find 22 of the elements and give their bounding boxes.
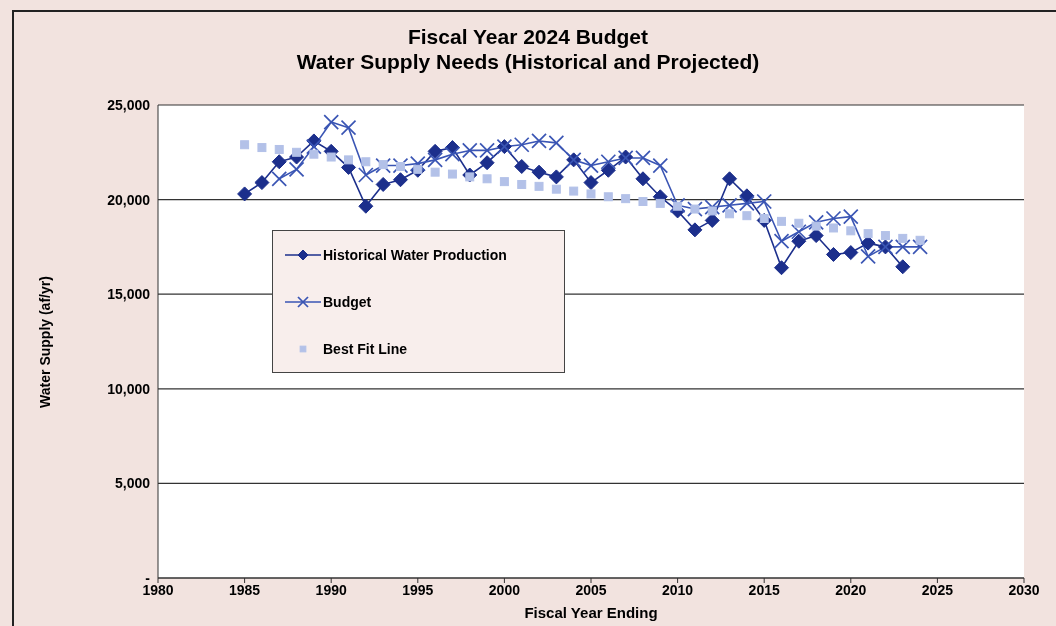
x-tick-label: 2025 [921, 581, 954, 598]
y-axis-title: Water Supply (af/yr) [36, 274, 54, 410]
x-tick-label: 1995 [402, 581, 434, 598]
legend-label: Historical Water Production [323, 246, 507, 263]
y-tick-label: 20,000 [107, 191, 151, 208]
x-tick-label: 2010 [662, 581, 694, 598]
x-tick-label: 1990 [315, 581, 347, 598]
x-tick-label: 2005 [575, 581, 607, 598]
y-tick-label: 10,000 [107, 380, 151, 397]
chart-title: Fiscal Year 2024 Budget [406, 24, 650, 49]
legend-label: Budget [323, 293, 372, 310]
y-tick-label: 25,000 [107, 96, 151, 113]
chart-subtitle: Water Supply Needs (Historical and Projected) [295, 49, 761, 74]
x-tick-label: 2030 [1008, 581, 1040, 598]
legend-label: Best Fit Line [323, 340, 408, 357]
x-tick-label: 2020 [835, 581, 867, 598]
y-tick-label: 15,000 [107, 286, 151, 303]
x-tick-label: 1985 [229, 581, 261, 598]
x-tick-label: 2015 [748, 581, 780, 598]
y-tick-label: 5,000 [114, 475, 151, 492]
x-axis-title: Fiscal Year Ending [523, 604, 659, 622]
x-tick-label: 2000 [488, 581, 521, 598]
